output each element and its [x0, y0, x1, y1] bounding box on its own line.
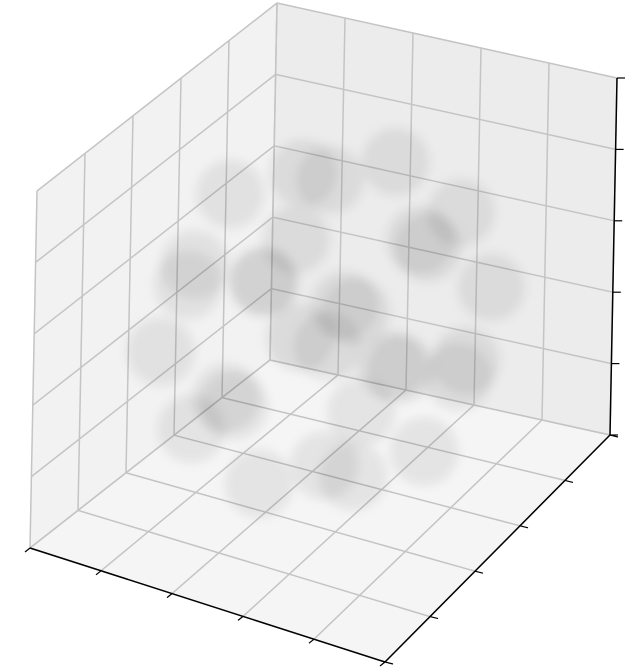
- grid-line: [35, 73, 277, 263]
- tick-mark: [308, 638, 315, 644]
- point: [269, 139, 338, 208]
- point: [230, 248, 299, 317]
- grid-line: [276, 2, 618, 79]
- tick-mark: [24, 547, 31, 553]
- point: [390, 417, 459, 486]
- point: [192, 363, 261, 432]
- point: [424, 342, 493, 411]
- grid-line: [125, 115, 134, 473]
- tick-mark: [429, 616, 439, 620]
- point: [367, 335, 436, 404]
- point: [361, 127, 430, 196]
- tick-mark: [474, 570, 484, 574]
- grid-line: [29, 190, 38, 549]
- grid-line: [125, 472, 476, 572]
- point: [126, 317, 195, 386]
- tick-mark: [379, 661, 386, 667]
- grid-line: [541, 62, 550, 421]
- grid-line: [275, 73, 616, 151]
- axis-line: [609, 77, 618, 436]
- grid-line: [77, 153, 86, 511]
- tick-mark: [237, 615, 244, 621]
- point: [196, 160, 265, 229]
- point: [318, 442, 387, 511]
- point: [160, 230, 229, 299]
- tick-mark: [519, 525, 529, 529]
- point: [394, 213, 463, 282]
- axis-line: [29, 547, 386, 663]
- grid-line: [100, 374, 339, 572]
- tick-mark: [166, 593, 173, 599]
- point-cloud: [126, 127, 526, 518]
- grid-line: [32, 216, 274, 406]
- tick-mark: [95, 570, 102, 576]
- grid-line: [77, 509, 431, 618]
- grid-line: [313, 419, 543, 640]
- grid-line: [36, 2, 278, 192]
- point: [224, 449, 293, 518]
- axis-line: [384, 434, 611, 663]
- tick-mark: [384, 661, 394, 665]
- point: [457, 253, 526, 322]
- tick-mark: [564, 479, 574, 483]
- point: [310, 271, 379, 340]
